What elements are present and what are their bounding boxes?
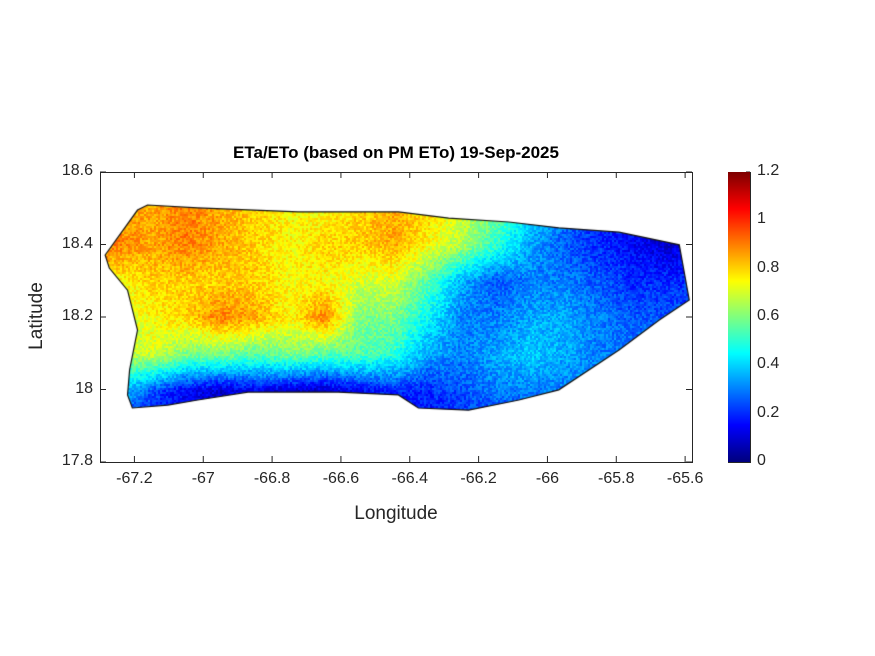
colorbar-tick-label: 0.6: [757, 307, 780, 324]
y-tick-label: 17.8: [61, 452, 93, 469]
y-tick-label: 18: [75, 379, 93, 397]
colorbar-tick-label: 0.2: [757, 403, 780, 421]
x-tick-label: -65.6: [666, 470, 704, 487]
y-axis-label: Latitude: [26, 282, 47, 350]
colorbar-tick-label: 1: [757, 210, 766, 228]
chart-title: ETa/ETo (based on PM ETo) 19-Sep-2025: [233, 143, 559, 162]
axes-box: [100, 172, 693, 463]
colorbar-tick-label: 0.8: [757, 258, 780, 276]
x-tick-label: -67: [191, 470, 215, 487]
x-tick-label: -66.8: [253, 470, 291, 487]
colorbar-tick-label: 0: [757, 452, 766, 469]
x-tick-label: -66.2: [460, 470, 497, 487]
y-tick-label: 18.6: [61, 162, 93, 179]
x-tick-label: -65.8: [598, 470, 635, 487]
colorbar: [728, 172, 750, 462]
x-tick-label: -66.4: [391, 470, 428, 487]
x-axis-label: Longitude: [354, 503, 438, 524]
x-tick-label: -67.2: [116, 470, 153, 487]
y-tick-label: 18.2: [61, 307, 93, 324]
colorbar-tick-label: 1.2: [757, 162, 780, 179]
x-tick-label: -66: [535, 470, 559, 487]
heatmap-map: [100, 172, 692, 462]
x-tick-label: -66.6: [322, 470, 360, 487]
colorbar-tick-label: 0.4: [757, 355, 780, 373]
y-tick-label: 18.4: [61, 234, 93, 252]
